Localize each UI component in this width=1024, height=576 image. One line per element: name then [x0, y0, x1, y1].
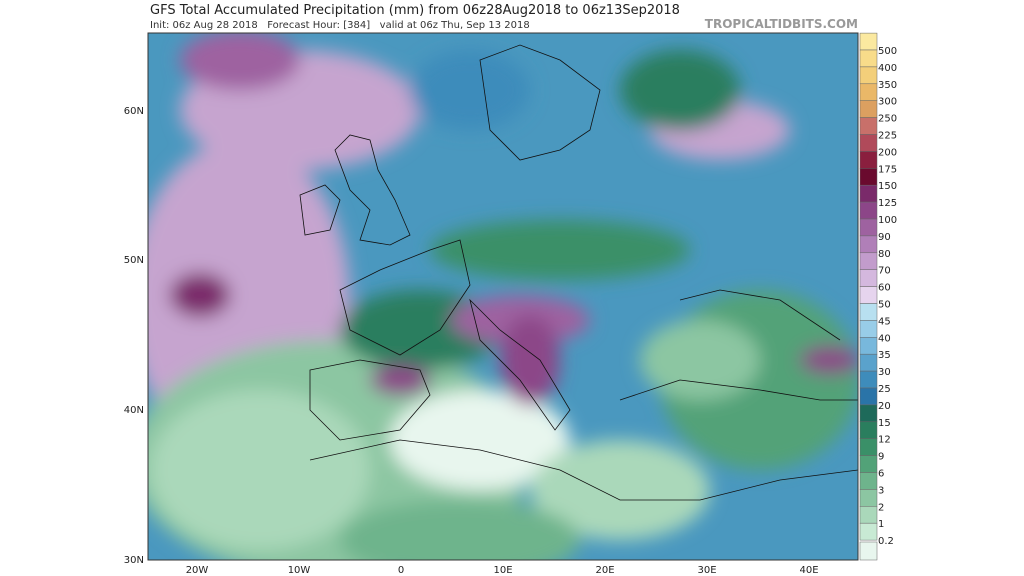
lat-label: 30N	[124, 555, 144, 566]
colorbar-swatch	[859, 387, 878, 406]
colorbar-label: 175	[878, 164, 897, 175]
colorbar-swatch	[859, 522, 878, 541]
colorbar-label: 30	[878, 367, 891, 378]
colorbar-swatch	[859, 489, 878, 507]
colorbar-swatch	[859, 252, 878, 270]
colorbar-label: 300	[878, 97, 897, 108]
colorbar-label: 0.2	[878, 536, 894, 547]
colorbar-swatch	[859, 201, 878, 220]
colorbar-swatch	[859, 421, 878, 439]
colorbar-label: 150	[878, 181, 897, 192]
colorbar-swatch	[859, 455, 878, 473]
colorbar-label: 250	[878, 114, 897, 125]
colorbar-label: 500	[878, 46, 897, 57]
colorbar-swatch	[859, 353, 878, 372]
lat-label: 40N	[124, 405, 144, 416]
lon-label: 10W	[288, 565, 311, 576]
colorbar-swatch	[859, 83, 878, 101]
map	[148, 33, 858, 560]
colorbar-swatch	[859, 337, 878, 355]
colorbar-label: 70	[878, 266, 891, 277]
colorbar-label: 90	[878, 232, 891, 243]
colorbar-swatch	[859, 269, 878, 287]
colorbar-swatch	[859, 404, 878, 423]
colorbar-swatch	[859, 320, 878, 338]
colorbar-swatch	[859, 151, 878, 169]
colorbar-swatch	[859, 117, 878, 135]
colorbar-label: 35	[878, 350, 891, 361]
colorbar-swatch	[859, 66, 878, 85]
colorbar-swatch	[859, 235, 878, 254]
lon-label: 20W	[186, 565, 209, 576]
colorbar-label: 12	[878, 435, 891, 446]
colorbar-label: 50	[878, 300, 891, 311]
colorbar-swatch	[859, 32, 878, 51]
colorbar-swatch	[859, 218, 878, 237]
colorbar-swatch	[859, 184, 878, 203]
colorbar-swatch	[859, 134, 878, 152]
lon-label: 40E	[799, 565, 818, 576]
colorbar-label: 9	[878, 452, 884, 463]
colorbar-label: 225	[878, 131, 897, 142]
map-frame	[147, 32, 859, 561]
colorbar-label: 2	[878, 502, 884, 513]
title: GFS Total Accumulated Precipitation (mm)…	[150, 3, 680, 18]
lon-label: 20E	[595, 565, 614, 576]
colorbar-label: 25	[878, 384, 891, 395]
colorbar-swatch	[859, 506, 878, 524]
lon-label: 0	[398, 565, 404, 576]
colorbar-end	[859, 541, 878, 561]
colorbar-label: 80	[878, 249, 891, 260]
colorbar-swatch	[859, 303, 878, 321]
colorbar-swatch	[859, 472, 878, 490]
colorbar-label: 6	[878, 469, 884, 480]
colorbar-label: 350	[878, 80, 897, 91]
colorbar-swatch	[859, 100, 878, 118]
colorbar-swatch	[859, 286, 878, 304]
colorbar-label: 100	[878, 215, 897, 226]
colorbar-label: 20	[878, 401, 891, 412]
colorbar-swatch	[859, 168, 878, 186]
colorbar-label: 60	[878, 283, 891, 294]
colorbar-swatch	[859, 49, 878, 68]
lon-label: 10E	[493, 565, 512, 576]
coastlines	[299, 44, 858, 501]
lat-label: 60N	[124, 106, 144, 117]
source: TROPICALTIDBITS.COM	[705, 17, 858, 31]
colorbar-label: 45	[878, 316, 891, 327]
lat-label: 50N	[124, 255, 144, 266]
colorbar-swatch	[859, 370, 878, 389]
colorbar-swatch	[859, 438, 878, 456]
colorbar-label: 40	[878, 333, 891, 344]
colorbar-label: 15	[878, 418, 891, 429]
colorbar-label: 125	[878, 198, 897, 209]
lon-label: 30E	[697, 565, 716, 576]
colorbar-label: 3	[878, 485, 884, 496]
colorbar-label: 400	[878, 63, 897, 74]
subtitle: Init: 06z Aug 28 2018 Forecast Hour: [38…	[150, 20, 530, 31]
colorbar-label: 1	[878, 519, 884, 530]
colorbar-label: 200	[878, 147, 897, 158]
